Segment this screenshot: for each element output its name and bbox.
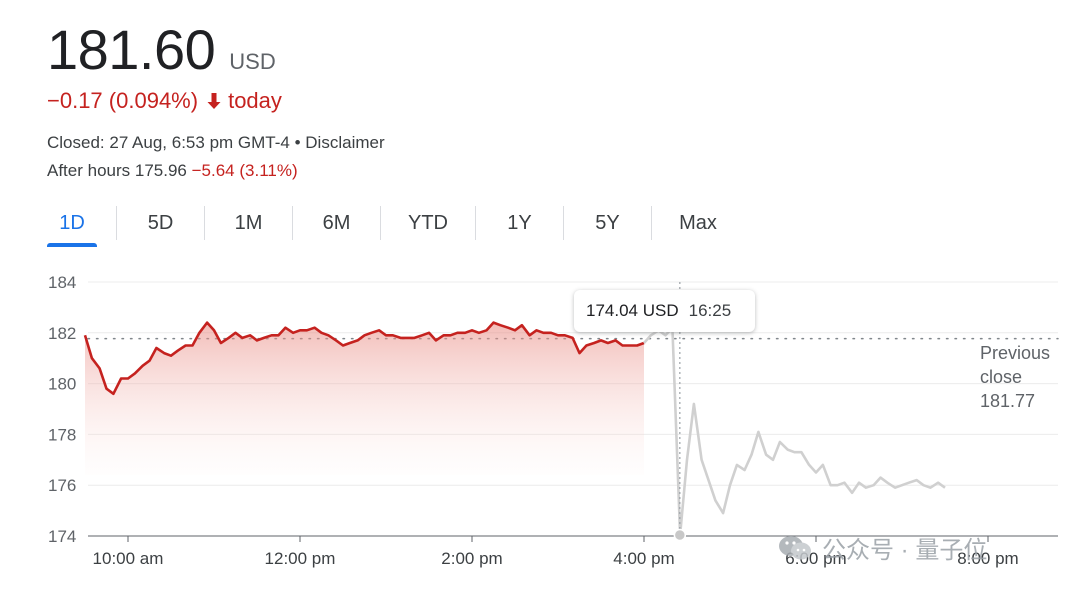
x-tick-label: 12:00 pm bbox=[265, 549, 336, 568]
tooltip-value: 174.04 USD bbox=[586, 301, 679, 320]
after-hours-price: 175.96 bbox=[134, 161, 187, 180]
tab-separator bbox=[475, 206, 476, 240]
closed-info: Closed: 27 Aug, 6:53 pm GMT-4 • Disclaim… bbox=[47, 133, 385, 153]
tab-label: 1D bbox=[59, 212, 85, 234]
regular-session-line bbox=[83, 321, 645, 396]
previous-close-line1: Previous bbox=[980, 343, 1051, 363]
tab-label: 1M bbox=[234, 212, 263, 234]
tab-separator bbox=[292, 206, 293, 240]
watermark: 公众号 · 量子位 bbox=[778, 530, 987, 565]
change-value: −0.17 bbox=[47, 88, 103, 113]
tab-label: 5Y bbox=[595, 212, 620, 234]
tab-separator bbox=[651, 206, 652, 240]
tab-separator bbox=[380, 206, 381, 240]
arrow-down-icon bbox=[207, 93, 221, 109]
tab-separator bbox=[116, 206, 117, 240]
watermark-text: 公众号 · 量子位 bbox=[822, 537, 988, 564]
y-tick-label: 184 bbox=[48, 273, 76, 292]
tab-ytd[interactable]: YTD bbox=[381, 205, 475, 245]
y-tick-label: 174 bbox=[48, 527, 76, 546]
after-hours-line bbox=[643, 326, 946, 537]
previous-close-line2: close bbox=[980, 367, 1023, 387]
disclaimer-link[interactable]: Disclaimer bbox=[305, 133, 385, 152]
range-tabs: 1D 5D 1M 6M YTD 1Y 5Y Max bbox=[47, 205, 744, 247]
previous-close-value: 181.77 bbox=[980, 391, 1036, 411]
tab-1d[interactable]: 1D bbox=[47, 205, 97, 247]
tab-label: Max bbox=[679, 212, 717, 234]
change-period: today bbox=[228, 88, 282, 113]
change-percent: (0.094%) bbox=[108, 88, 199, 113]
previous-close-label: Previous close 181.77 bbox=[980, 341, 1050, 413]
tab-label: 6M bbox=[322, 212, 351, 234]
tab-5y[interactable]: 5Y bbox=[564, 205, 651, 245]
hover-point bbox=[673, 528, 687, 542]
x-tick-label: 4:00 pm bbox=[613, 549, 674, 568]
tab-max[interactable]: Max bbox=[652, 205, 744, 245]
tab-label: YTD bbox=[408, 212, 448, 234]
tab-label: 1Y bbox=[507, 212, 532, 234]
tab-separator bbox=[563, 206, 564, 240]
after-hours-info: After hours 175.96 −5.64 (3.11%) bbox=[47, 161, 298, 181]
bullet-separator: • bbox=[294, 133, 301, 152]
x-tick-label: 10:00 am bbox=[93, 549, 164, 568]
y-tick-label: 182 bbox=[48, 324, 76, 343]
tab-label: 5D bbox=[147, 212, 174, 234]
wechat-icon bbox=[779, 535, 811, 559]
regular-session-area bbox=[85, 322, 644, 476]
tab-1y[interactable]: 1Y bbox=[476, 205, 563, 245]
after-hours-label: After hours bbox=[47, 161, 131, 180]
quote-header: 181.60 USD bbox=[47, 18, 276, 82]
tooltip-time: 16:25 bbox=[688, 301, 732, 320]
tab-5d[interactable]: 5D bbox=[117, 205, 204, 245]
daily-change: −0.17 (0.094%) today bbox=[47, 88, 282, 114]
active-tab-indicator bbox=[47, 243, 97, 247]
after-hours-change: −5.64 (3.11%) bbox=[191, 161, 298, 180]
currency-label: USD bbox=[229, 49, 276, 74]
closed-label: Closed: 27 Aug, 6:53 pm GMT-4 bbox=[47, 133, 290, 152]
y-tick-label: 178 bbox=[48, 425, 76, 444]
x-tick-label: 8:00 pm bbox=[957, 549, 1018, 568]
tab-1m[interactable]: 1M bbox=[205, 205, 292, 245]
y-tick-label: 180 bbox=[48, 375, 76, 394]
current-price: 181.60 bbox=[47, 18, 216, 81]
tab-separator bbox=[204, 206, 205, 240]
tab-6m[interactable]: 6M bbox=[293, 205, 380, 245]
hover-tooltip: 174.04 USD 16:25 bbox=[574, 290, 755, 332]
y-tick-label: 176 bbox=[48, 476, 76, 495]
x-tick-label: 2:00 pm bbox=[441, 549, 502, 568]
